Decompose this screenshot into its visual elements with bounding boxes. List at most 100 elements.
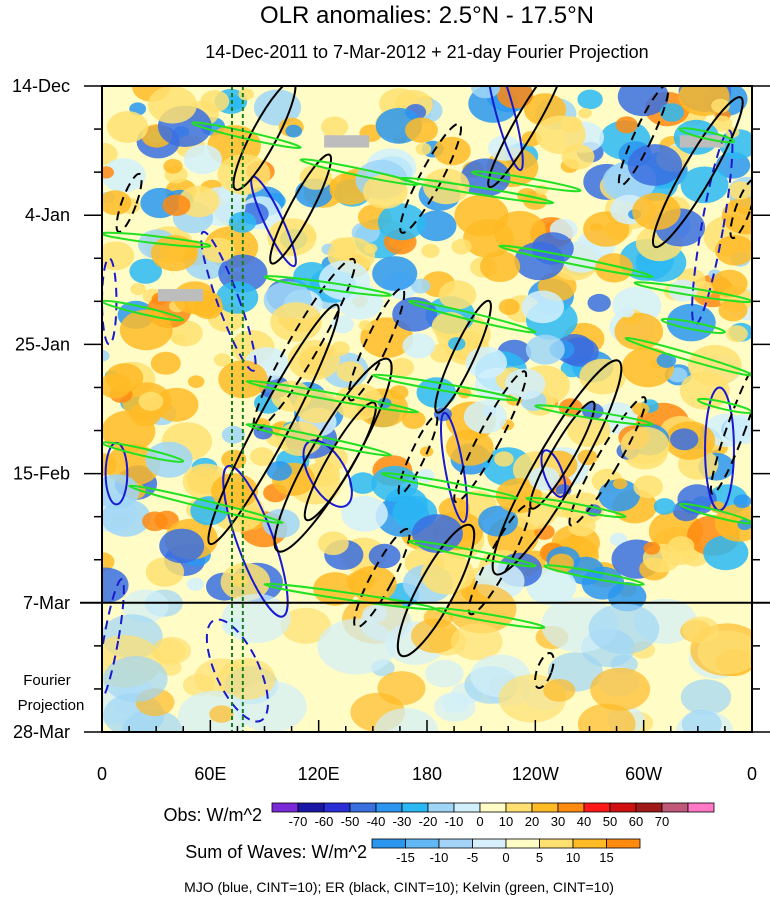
colorbar-swatch	[271, 802, 299, 813]
er-contour	[347, 287, 406, 402]
kelvin-contour	[525, 496, 627, 519]
anomaly-blob	[163, 158, 183, 174]
anomaly-blob	[188, 375, 205, 389]
anomaly-blob	[721, 197, 752, 235]
colorbar-swatch	[572, 838, 607, 849]
kelvin-contour	[245, 423, 392, 457]
anomaly-blob	[718, 299, 748, 322]
anomaly-blob	[142, 511, 168, 532]
anomaly-blob	[431, 312, 469, 340]
anomaly-blob	[659, 103, 685, 122]
er-contour	[529, 400, 596, 510]
anomaly-blob	[423, 168, 470, 205]
colorbar-swatch	[531, 802, 559, 813]
anomaly-blob	[498, 298, 520, 315]
anomaly-blob	[266, 461, 292, 481]
anomaly-blob	[102, 166, 114, 179]
er-contour	[115, 172, 143, 233]
colorbar-swatch	[609, 802, 637, 813]
colorbar-swatch	[661, 802, 689, 813]
anomaly-blob	[287, 340, 340, 381]
colorbar-tick-label: -15	[396, 850, 415, 865]
anomaly-blob	[411, 278, 431, 294]
colorbar-swatch	[401, 802, 429, 813]
colorbar-swatch	[297, 802, 325, 813]
colorbar-swatch	[583, 802, 611, 813]
anomaly-blob	[129, 258, 162, 284]
anomaly-blob	[267, 218, 317, 256]
anomaly-blob	[138, 391, 164, 411]
anomaly-blob	[358, 320, 373, 331]
colorbar-tick-label: 10	[566, 850, 580, 865]
colorbar-swatch	[438, 838, 473, 849]
projection-blob	[152, 636, 192, 665]
er-contour	[453, 370, 528, 504]
colorbar-tick-label: 0	[476, 814, 483, 829]
anomaly-blob	[102, 410, 156, 452]
kelvin-contour	[102, 441, 185, 463]
anomaly-blob	[102, 158, 146, 193]
x-tick-label: 0	[97, 764, 107, 784]
projection-blob	[434, 692, 476, 722]
anomaly-blob	[372, 256, 418, 291]
mjo-contour	[205, 618, 269, 723]
kelvin-contour	[263, 275, 392, 297]
projection-blob	[680, 679, 732, 716]
projection-blob	[590, 667, 651, 711]
er-contour	[491, 359, 623, 576]
kelvin-contour	[534, 404, 654, 427]
er-contour	[396, 523, 476, 658]
anomaly-blob	[446, 429, 494, 466]
mjo-contour	[102, 578, 125, 702]
kelvin-contour	[633, 281, 752, 303]
anomaly-blob	[102, 142, 118, 166]
anomaly-blob	[711, 115, 733, 132]
anomaly-blob	[202, 237, 235, 263]
colorbar-tick-label: -30	[393, 814, 412, 829]
anomaly-blob	[632, 192, 681, 230]
colorbar-tick-label: 15	[599, 850, 613, 865]
colorbar-swatch	[505, 838, 540, 849]
anomaly-blob	[200, 90, 230, 113]
anomaly-blob	[613, 478, 628, 490]
anomaly-blob	[429, 343, 455, 363]
projection-blob	[588, 603, 660, 655]
anomaly-blob	[348, 472, 377, 494]
anomaly-blob	[270, 302, 322, 342]
x-tick-label: 0	[747, 764, 757, 784]
anomaly-blob	[620, 307, 635, 318]
anomaly-blob	[728, 181, 752, 200]
anomaly-blob	[253, 89, 302, 126]
mjo-contour	[222, 464, 289, 618]
y-tick-label: 7-Mar	[23, 593, 70, 613]
colorbar-swatch	[557, 802, 585, 813]
anomaly-blob	[148, 86, 197, 124]
colorbar-swatch	[375, 802, 403, 813]
projection-blob	[122, 589, 169, 623]
anomaly-blob	[670, 428, 699, 451]
anomaly-blob	[627, 144, 683, 186]
anomaly-blob	[525, 334, 565, 365]
colorbar-swatch	[606, 838, 641, 849]
anomaly-blob	[711, 269, 748, 298]
anomaly-blob	[653, 498, 676, 515]
anomaly-blob	[531, 232, 574, 265]
anomaly-blob	[401, 410, 426, 430]
y-tick-label: 14-Dec	[12, 76, 70, 96]
anomaly-blob	[102, 373, 132, 399]
waves-colorbar: -15 -10 -5 0 5 10 15	[371, 838, 641, 865]
kelvin-contour	[380, 472, 519, 500]
projection-blob	[577, 703, 636, 732]
anomaly-blob	[183, 144, 223, 175]
projection-blob	[374, 708, 439, 732]
obs-colorbar-label: Obs: W/m^2	[164, 805, 262, 825]
colorbar-tick-label: -40	[367, 814, 386, 829]
projection-blob	[280, 607, 331, 644]
anomaly-blob	[318, 531, 349, 556]
kelvin-contour	[660, 317, 726, 334]
anomaly-blob	[145, 557, 185, 587]
anomaly-blob	[480, 251, 521, 282]
anomaly-blob	[421, 243, 440, 258]
anomaly-blob	[454, 194, 509, 237]
projection-label-line2: Projection	[18, 697, 85, 714]
